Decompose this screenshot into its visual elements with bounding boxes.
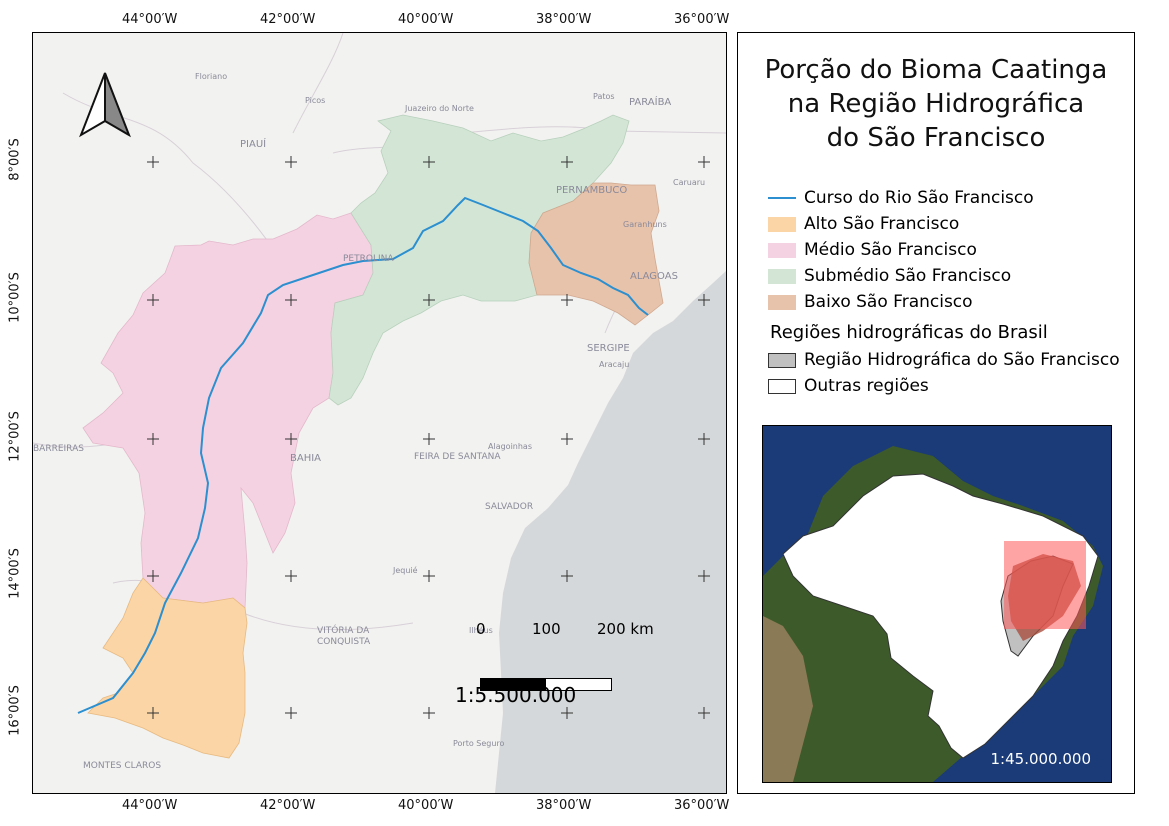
region-alto	[87, 577, 248, 759]
inset-map-svg	[763, 426, 1111, 782]
map-frame[interactable]: PIAUÍ BAHIA PERNAMBUCO PARAÍBA ALAGOAS S…	[32, 32, 727, 794]
legend-item-rh-sf: Região Hidrográfica do São Francisco	[768, 349, 1120, 371]
axis-top-2: 42°00′W	[260, 12, 316, 27]
axis-bottom-3: 40°00′W	[398, 798, 454, 813]
graticule-crosses	[147, 156, 710, 719]
ocean	[495, 271, 726, 793]
label-porto-seguro: Porto Seguro	[453, 739, 505, 748]
legend-label-river: Curso do Rio São Francisco	[804, 188, 1034, 208]
label-paraiba: PARAÍBA	[629, 95, 671, 108]
label-conquista-1: VITÓRIA DA	[317, 624, 370, 636]
legend-label-alto: Alto São Francisco	[804, 214, 960, 234]
label-conquista-2: CONQUISTA	[317, 637, 371, 647]
inset-map: 1:45.000.000	[762, 425, 1112, 783]
inset-andes	[763, 616, 813, 782]
legend-item-submedio: Submédio São Francisco	[768, 265, 1011, 287]
scale-label-100: 100	[532, 620, 561, 638]
label-floriano: Floriano	[195, 72, 227, 81]
label-pernambuco: PERNAMBUCO	[556, 185, 627, 196]
label-sergipe: SERGIPE	[587, 343, 630, 354]
axis-bottom-5: 36°00′W	[674, 798, 730, 813]
label-piaui: PIAUÍ	[240, 137, 266, 150]
inset-extent-box	[1004, 541, 1086, 629]
inset-scale: 1:45.000.000	[990, 750, 1091, 768]
label-caruaru: Caruaru	[673, 178, 705, 187]
label-barreiras: BARREIRAS	[33, 444, 84, 454]
legend-swatch-medio	[768, 242, 796, 258]
label-bahia: BAHIA	[290, 453, 321, 464]
scale-label-200: 200 km	[597, 620, 654, 638]
legend-item-alto: Alto São Francisco	[768, 213, 959, 235]
legend-swatch-alto	[768, 216, 796, 232]
axis-bottom-2: 42°00′W	[260, 798, 316, 813]
label-juazeiro: Juazeiro do Norte	[404, 104, 474, 113]
label-aracaju: Aracaju	[599, 360, 629, 369]
label-petrolina: PETROLINA	[343, 254, 394, 264]
map-title-line-1: Porção do Bioma Caatinga	[764, 55, 1108, 85]
legend-item-outras: Outras regiões	[768, 375, 929, 397]
label-ilheus: Ilhéus	[469, 625, 493, 635]
legend-label-baixo: Baixo São Francisco	[804, 292, 973, 312]
axis-left-5: 16°00′S	[7, 685, 23, 736]
legend-label-medio: Médio São Francisco	[804, 240, 977, 260]
legend-swatch-outras	[768, 378, 796, 394]
legend-label-rh-sf: Região Hidrográfica do São Francisco	[804, 350, 1120, 370]
river-sao-francisco	[77, 196, 649, 714]
legend-line-river	[768, 197, 796, 199]
label-patos: Patos	[593, 92, 615, 101]
scale-ratio: 1:5.500.000	[455, 683, 577, 707]
label-garanhuns: Garanhuns	[623, 220, 667, 229]
legend-item-river: Curso do Rio São Francisco	[768, 187, 1034, 209]
main-map: PIAUÍ BAHIA PERNAMBUCO PARAÍBA ALAGOAS S…	[33, 33, 726, 793]
axis-top-5: 36°00′W	[674, 12, 730, 27]
legend-swatch-baixo	[768, 294, 796, 310]
legend-label-submedio: Submédio São Francisco	[804, 266, 1012, 286]
axis-top-3: 40°00′W	[398, 12, 454, 27]
region-baixo	[528, 182, 664, 326]
label-montes-claros: MONTES CLAROS	[83, 761, 161, 771]
axis-left-1: 8°00′S	[7, 138, 23, 181]
label-alagoinhas: Alagoinhas	[488, 442, 532, 451]
scale-label-0: 0	[476, 620, 486, 638]
legend-item-medio: Médio São Francisco	[768, 239, 977, 261]
label-picos: Picos	[305, 96, 325, 105]
label-salvador: SALVADOR	[485, 502, 533, 512]
legend-label-outras: Outras regiões	[804, 376, 929, 396]
region-medio	[82, 212, 374, 609]
axis-bottom-1: 44°00′W	[122, 798, 178, 813]
legend-swatch-rh-sf	[768, 352, 796, 368]
legend-swatch-submedio	[768, 268, 796, 284]
axis-left-4: 14°00′S	[7, 548, 23, 599]
axis-top-4: 38°00′W	[536, 12, 592, 27]
scale-segment-white	[545, 678, 612, 691]
legend-item-baixo: Baixo São Francisco	[768, 291, 973, 313]
label-jequie: Jequié	[392, 565, 418, 575]
north-arrow-icon	[79, 72, 131, 138]
legend-subtitle: Regiões hidrográficas do Brasil	[770, 322, 1048, 343]
axis-top-1: 44°00′W	[122, 12, 178, 27]
axis-left-3: 12°00′S	[7, 411, 23, 462]
map-title-line-3: do São Francisco	[826, 123, 1046, 153]
label-feira: FEIRA DE SANTANA	[414, 452, 501, 462]
axis-bottom-4: 38°00′W	[536, 798, 592, 813]
map-title-line-2: na Região Hidrográfica	[787, 89, 1085, 119]
label-alagoas: ALAGOAS	[630, 271, 678, 282]
axis-left-2: 10°00′S	[7, 272, 23, 323]
legend-panel: Porção do Bioma Caatinga na Região Hidro…	[737, 32, 1135, 794]
map-title: Porção do Bioma Caatinga na Região Hidro…	[738, 53, 1134, 155]
